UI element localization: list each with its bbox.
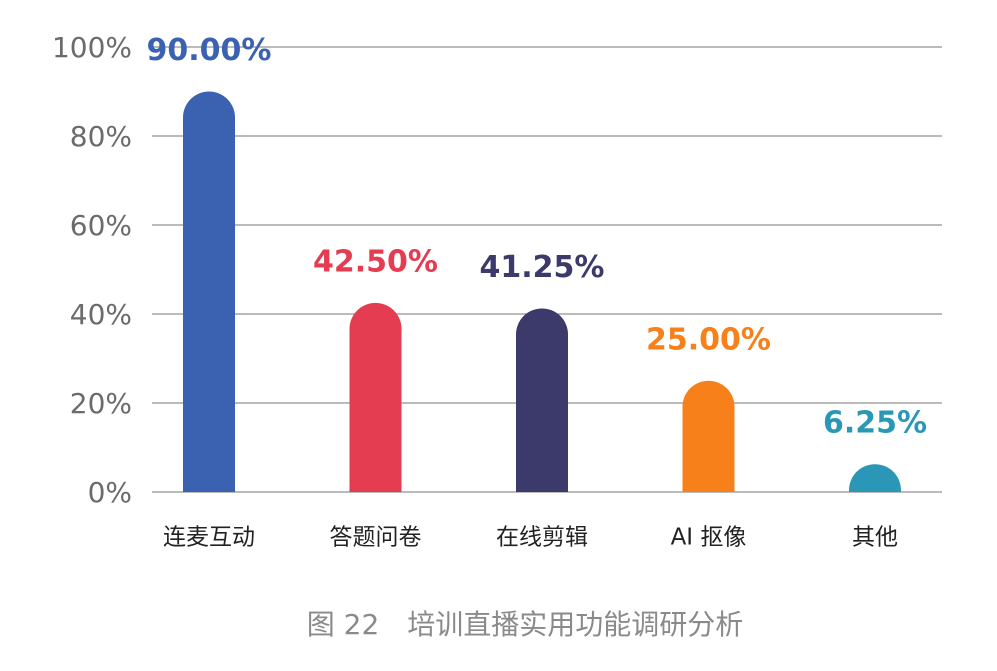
x-tick-label: 在线剪辑 (496, 525, 588, 551)
value-label: 90.00% (147, 33, 272, 68)
bar (516, 308, 568, 492)
chart-title: 图 22 培训直播实用功能调研分析 (307, 608, 744, 641)
bar (849, 464, 901, 492)
bar (349, 302, 402, 492)
x-tick-label: 答题问卷 (330, 525, 422, 551)
y-tick-label: 20% (70, 387, 132, 420)
y-tick-label: 60% (70, 209, 132, 242)
bar (682, 380, 735, 492)
x-tick-label: AI 抠像 (671, 525, 747, 551)
value-label: 42.50% (313, 244, 438, 279)
y-tick-label: 100% (52, 31, 132, 64)
bar (183, 91, 235, 492)
y-tick-label: 40% (70, 298, 132, 331)
y-tick-label: 0% (88, 476, 132, 509)
y-tick-label: 80% (70, 120, 132, 153)
value-label: 41.25% (480, 250, 605, 285)
value-label: 25.00% (646, 322, 771, 357)
x-tick-label: 连麦互动 (163, 525, 255, 551)
x-tick-label: 其他 (852, 525, 898, 551)
value-label: 6.25% (823, 406, 927, 441)
